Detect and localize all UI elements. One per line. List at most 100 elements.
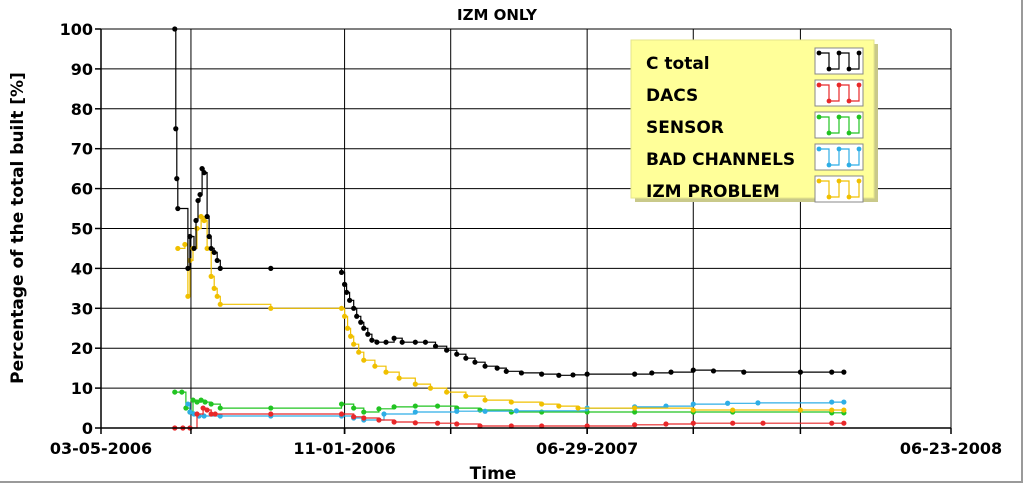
y-tick-label: 70 (71, 140, 93, 159)
data-point (212, 411, 218, 417)
data-point (391, 404, 397, 410)
y-tick-label: 60 (71, 180, 93, 199)
data-point (730, 420, 736, 426)
legend-swatch-marker (836, 178, 842, 184)
data-point (338, 401, 345, 407)
data-point (365, 331, 371, 337)
data-point (575, 405, 581, 411)
x-tick-label: 03-05-2006 (50, 439, 152, 458)
data-point (198, 213, 204, 220)
data-point (513, 408, 519, 414)
data-point (211, 249, 217, 256)
data-point (412, 403, 418, 409)
data-point (204, 213, 210, 220)
data-point (345, 325, 351, 331)
y-tick-label: 0 (82, 419, 93, 438)
data-point (632, 409, 638, 415)
data-point (841, 399, 847, 405)
y-axis-label: Percentage of the total built [%] (8, 72, 28, 384)
data-point (556, 372, 562, 378)
data-point (454, 351, 460, 357)
x-tick-label: 11-01-2006 (293, 439, 395, 458)
legend-swatch-marker (856, 50, 862, 56)
legend-swatch-marker (826, 162, 832, 168)
data-point (829, 420, 835, 426)
legend-label: C total (646, 54, 710, 74)
data-point (206, 233, 212, 240)
data-point (208, 273, 214, 279)
y-tick-label: 20 (71, 339, 93, 358)
data-point (383, 339, 389, 345)
data-point (200, 405, 206, 411)
legend-swatch-marker (836, 50, 842, 56)
data-point (351, 405, 357, 411)
data-point (494, 365, 500, 371)
data-point (175, 205, 181, 212)
data-point (214, 257, 220, 264)
data-point (354, 313, 360, 319)
data-point (477, 407, 483, 413)
data-point (463, 355, 469, 361)
legend-swatch-marker (856, 82, 862, 88)
series-line (177, 215, 844, 411)
data-point (194, 411, 200, 417)
data-point (175, 245, 181, 252)
data-point (663, 421, 669, 427)
data-point (482, 397, 488, 403)
data-point (399, 339, 405, 345)
legend-label: IZM PROBLEM (646, 182, 780, 202)
data-point (570, 372, 576, 378)
data-point (376, 417, 382, 423)
data-point (195, 197, 201, 204)
data-point (201, 413, 207, 419)
data-point (444, 347, 450, 353)
data-point (202, 399, 208, 405)
data-point (348, 333, 354, 339)
legend-swatch-marker (856, 114, 862, 120)
data-point (194, 399, 200, 405)
legend-swatch-marker (816, 50, 822, 56)
y-tick-label: 90 (71, 60, 93, 79)
data-point (190, 397, 196, 403)
legend-label: DACS (646, 86, 698, 106)
y-tick-label: 40 (71, 259, 93, 278)
data-point (755, 400, 761, 406)
data-point (361, 409, 367, 415)
data-point (344, 289, 350, 295)
data-point (412, 420, 418, 426)
data-point (725, 400, 731, 406)
data-point (741, 369, 747, 375)
data-point (208, 245, 214, 252)
data-point (369, 337, 375, 343)
data-point (208, 411, 214, 417)
chart-title: IZM ONLY (457, 6, 538, 24)
data-point (201, 170, 207, 176)
data-point (391, 419, 397, 425)
legend-swatch-marker (836, 114, 842, 120)
legend-swatch-marker (846, 98, 852, 104)
y-tick-label: 10 (71, 379, 93, 398)
legend-swatch-marker (836, 146, 842, 152)
data-point (584, 371, 590, 377)
data-point (183, 405, 189, 411)
data-point (454, 421, 460, 427)
data-point (351, 305, 357, 311)
data-point (338, 411, 345, 417)
data-point (217, 413, 223, 419)
legend-swatch-marker (846, 162, 852, 168)
data-point (539, 401, 545, 407)
data-point (347, 297, 353, 303)
data-point (391, 335, 397, 341)
data-point (690, 401, 696, 407)
data-point (422, 339, 429, 345)
legend-label: SENSOR (646, 118, 724, 138)
data-point (341, 313, 348, 319)
data-point (217, 405, 223, 411)
data-point (472, 359, 478, 365)
data-point (829, 399, 835, 405)
data-point (268, 265, 274, 271)
data-point (268, 411, 274, 417)
x-axis-label: Time (470, 464, 517, 481)
